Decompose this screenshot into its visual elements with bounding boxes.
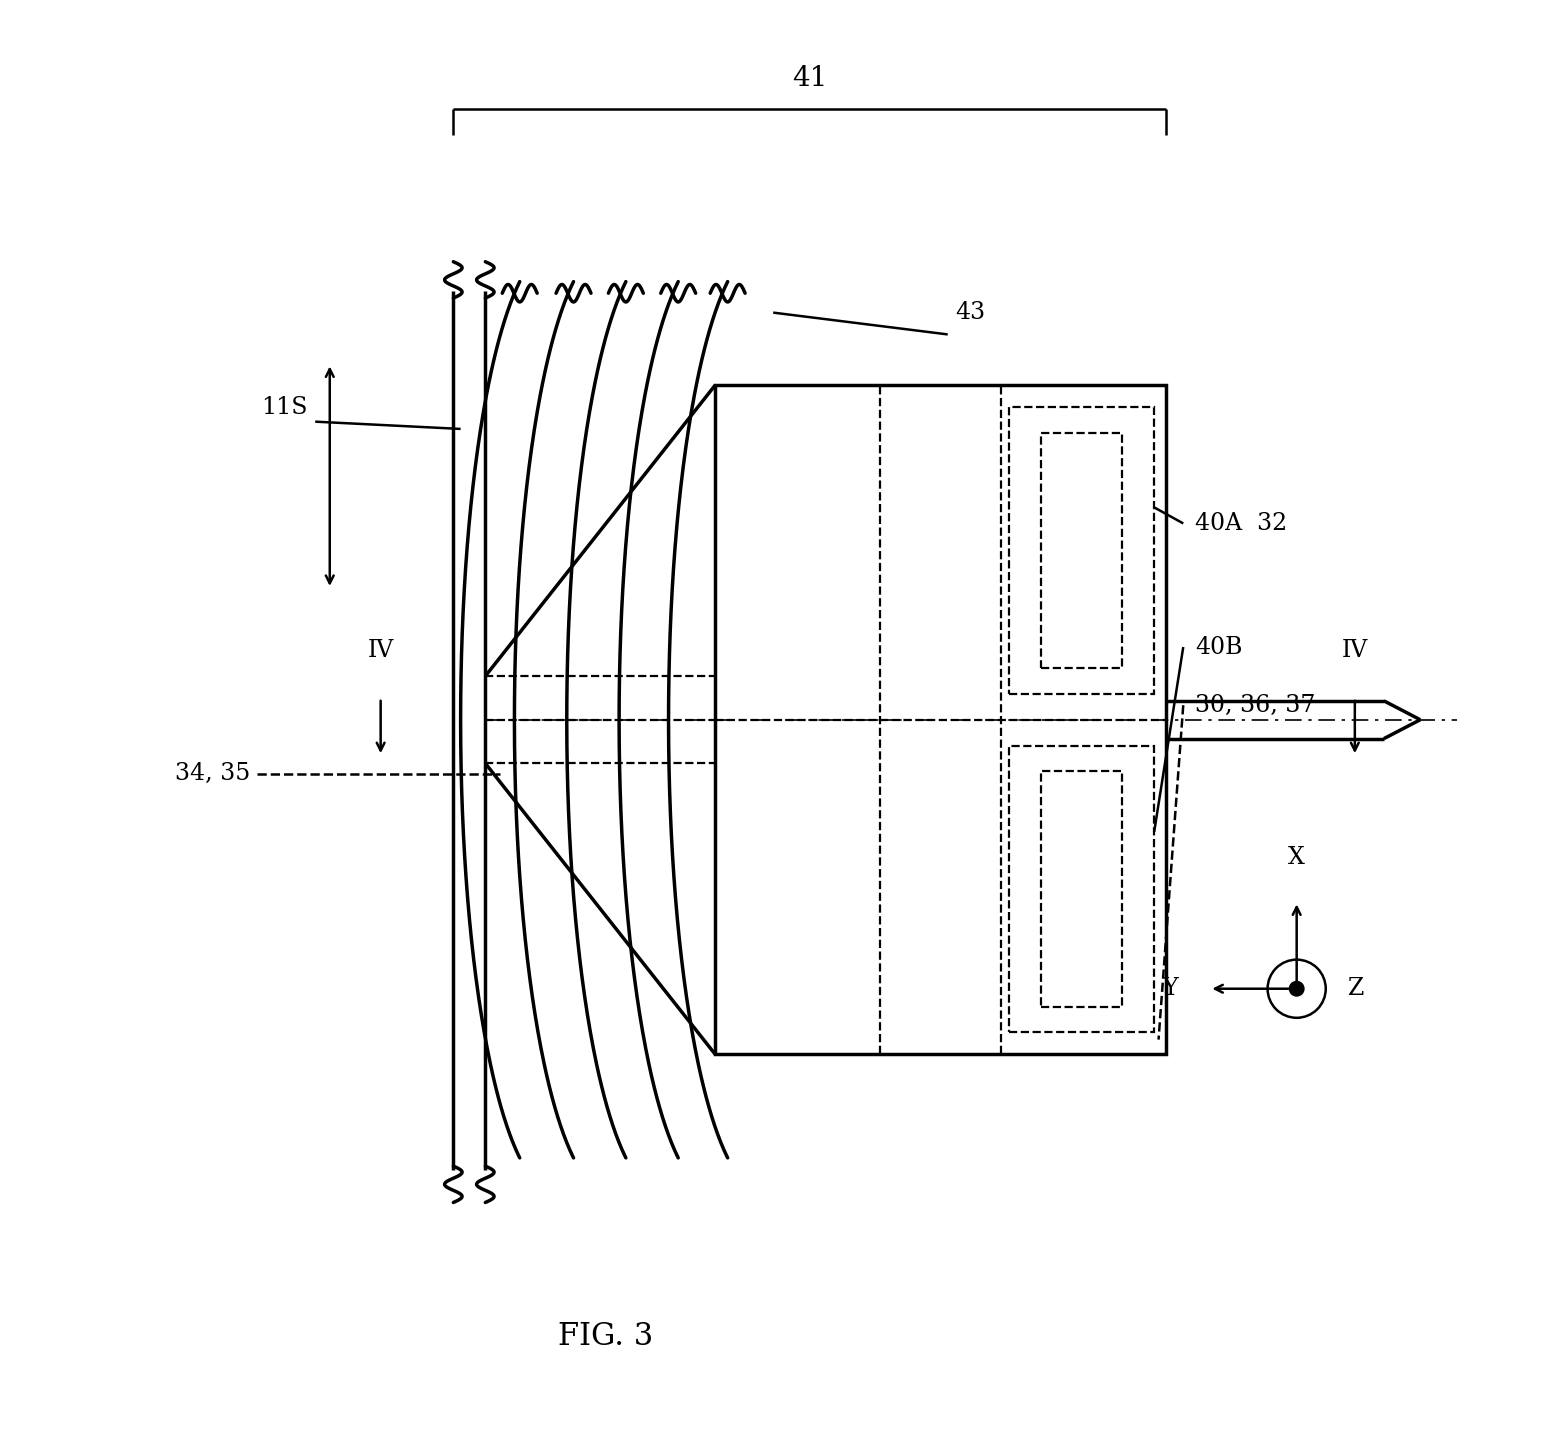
Bar bbox=[1008, 746, 1154, 1032]
Bar bbox=[1008, 407, 1154, 694]
Bar bbox=[715, 385, 1166, 1054]
Text: 11S: 11S bbox=[261, 395, 308, 419]
Text: 43: 43 bbox=[955, 301, 985, 324]
Text: Y: Y bbox=[1161, 977, 1177, 1000]
Text: FIG. 3: FIG. 3 bbox=[559, 1322, 654, 1352]
Text: IV: IV bbox=[367, 638, 393, 662]
Text: 30, 36, 37: 30, 36, 37 bbox=[1194, 694, 1316, 717]
Text: IV: IV bbox=[1342, 638, 1367, 662]
Text: X: X bbox=[1288, 846, 1305, 869]
Circle shape bbox=[1289, 981, 1303, 996]
Bar bbox=[1041, 772, 1122, 1006]
Text: 40B: 40B bbox=[1194, 635, 1243, 659]
Text: 34, 35: 34, 35 bbox=[175, 762, 250, 785]
Text: 40A  32: 40A 32 bbox=[1194, 512, 1288, 535]
Bar bbox=[1041, 433, 1122, 667]
Text: Z: Z bbox=[1347, 977, 1364, 1000]
Text: 41: 41 bbox=[791, 64, 827, 92]
